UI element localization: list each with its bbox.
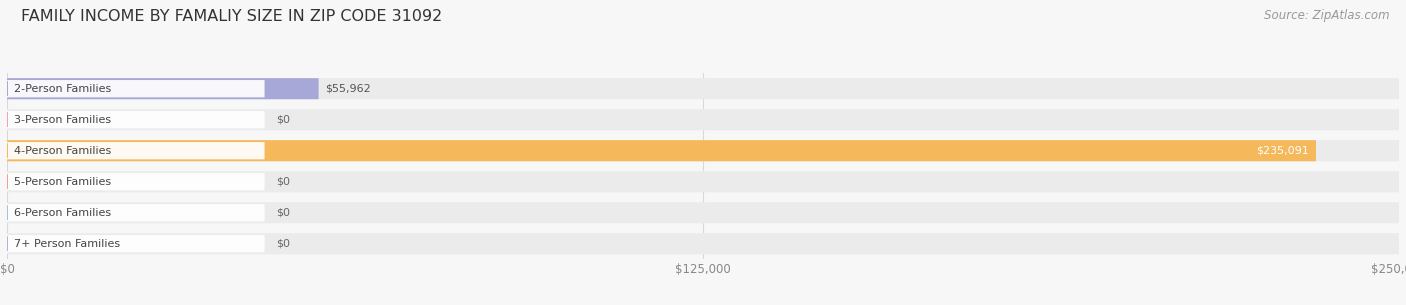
Text: $235,091: $235,091 <box>1256 146 1309 156</box>
FancyBboxPatch shape <box>7 78 1399 99</box>
FancyBboxPatch shape <box>7 235 264 253</box>
FancyBboxPatch shape <box>7 173 264 190</box>
FancyBboxPatch shape <box>7 204 264 221</box>
Text: 4-Person Families: 4-Person Families <box>14 146 111 156</box>
FancyBboxPatch shape <box>7 202 1399 223</box>
FancyBboxPatch shape <box>7 80 264 97</box>
Text: $55,962: $55,962 <box>326 84 371 94</box>
Text: $0: $0 <box>276 115 290 125</box>
Text: 3-Person Families: 3-Person Families <box>14 115 111 125</box>
Text: $0: $0 <box>276 177 290 187</box>
Text: 2-Person Families: 2-Person Families <box>14 84 111 94</box>
FancyBboxPatch shape <box>7 140 1316 161</box>
Text: 6-Person Families: 6-Person Families <box>14 208 111 218</box>
FancyBboxPatch shape <box>7 111 264 128</box>
FancyBboxPatch shape <box>7 233 1399 254</box>
FancyBboxPatch shape <box>7 140 1399 161</box>
FancyBboxPatch shape <box>7 171 1399 192</box>
Text: $0: $0 <box>276 239 290 249</box>
Text: $0: $0 <box>276 208 290 218</box>
FancyBboxPatch shape <box>7 142 264 160</box>
Text: 5-Person Families: 5-Person Families <box>14 177 111 187</box>
FancyBboxPatch shape <box>7 78 319 99</box>
FancyBboxPatch shape <box>7 109 1399 130</box>
Text: Source: ZipAtlas.com: Source: ZipAtlas.com <box>1264 9 1389 22</box>
Text: 7+ Person Families: 7+ Person Families <box>14 239 120 249</box>
Text: FAMILY INCOME BY FAMALIY SIZE IN ZIP CODE 31092: FAMILY INCOME BY FAMALIY SIZE IN ZIP COD… <box>21 9 443 24</box>
